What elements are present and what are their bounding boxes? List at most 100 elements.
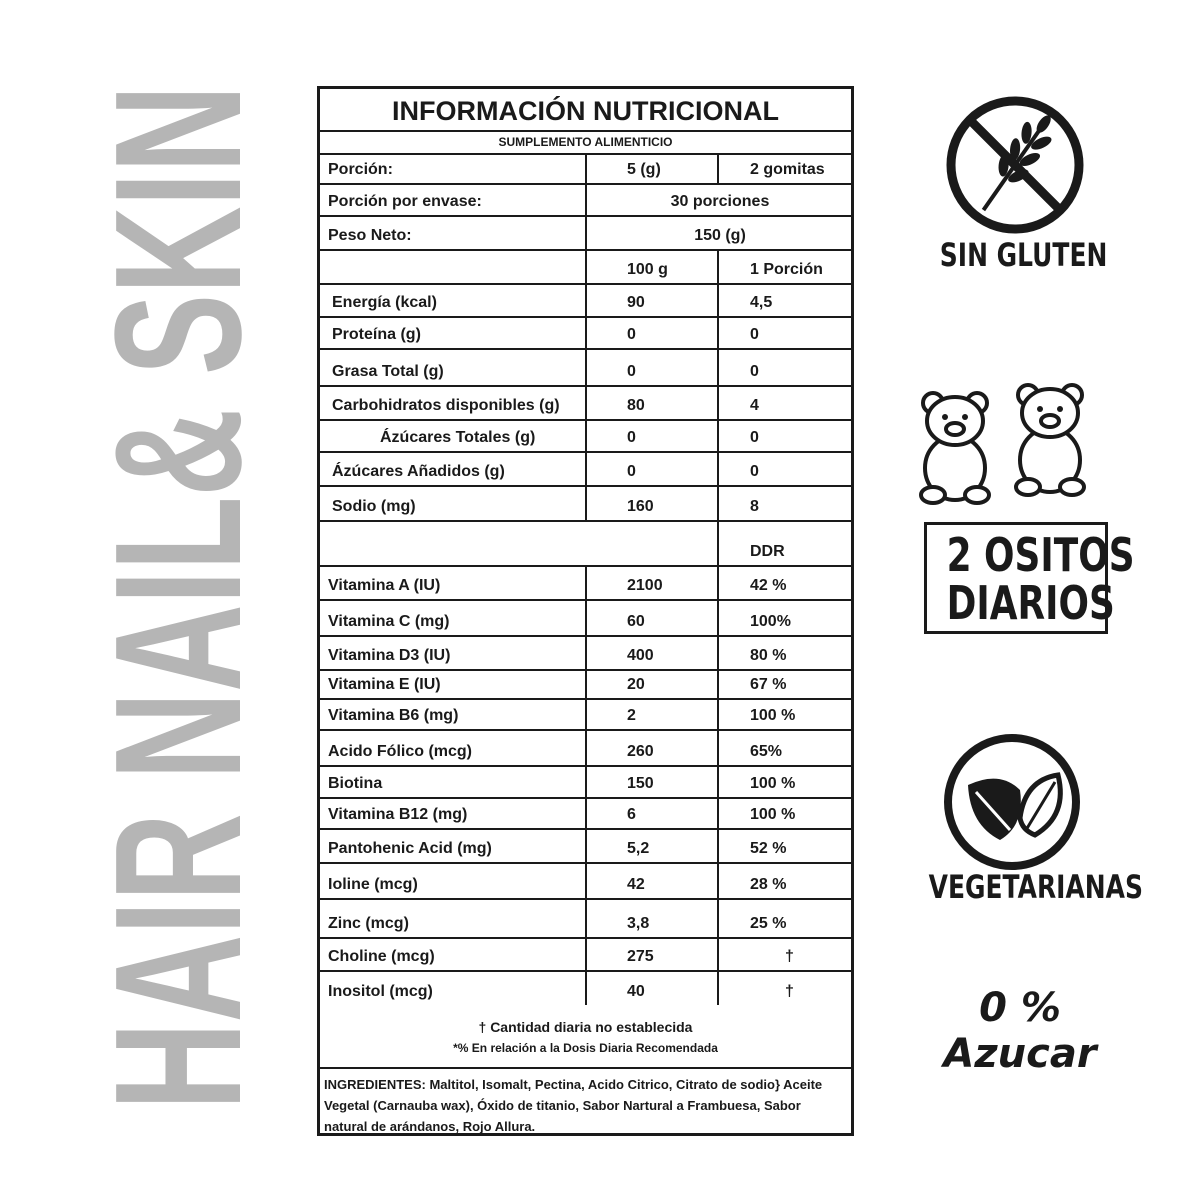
ingredients-text: INGREDIENTES: Maltitol, Isomalt, Pectina…	[324, 1077, 823, 1134]
nutrient-value-100g: 40	[627, 983, 645, 1000]
nutrient-value-100g: 90	[627, 294, 645, 311]
table-row: Biotina 150 100 %	[320, 767, 851, 799]
table-row: Zinc (mcg) 3,8 25 %	[320, 900, 851, 939]
table-row: Grasa Total (g) 0 0	[320, 350, 851, 387]
table-row: Vitamina C (mg) 60 100%	[320, 601, 851, 637]
no-wheat-icon	[946, 96, 1084, 234]
nutrient-value-100g: 6	[627, 806, 636, 823]
nutrient-value-100g: 260	[627, 743, 654, 760]
nutrient-value-100g: 2100	[627, 577, 663, 594]
nutrient-value-portion: 0	[750, 326, 759, 343]
nutrient-value-portion: 0	[750, 363, 759, 380]
table-subtitle: SUMPLEMENTO ALIMENTICIO	[320, 130, 851, 155]
table-row: Porción por envase: 30 porciones	[320, 185, 851, 217]
footnotes: † Cantidad diaria no establecida *% En r…	[320, 1007, 851, 1069]
table-row: Ázúcares Añadidos (g) 0 0	[320, 453, 851, 487]
nutrient-label: Porción:	[328, 161, 393, 178]
nutrition-facts-table: INFORMACIÓN NUTRICIONAL SUMPLEMENTO ALIM…	[317, 86, 854, 1136]
gluten-free-label: SIN GLUTEN	[939, 236, 1108, 274]
nutrient-value: 150 (g)	[694, 227, 746, 244]
nutrient-value-100g: 5,2	[627, 840, 650, 857]
table-row: Vitamina D3 (IU) 400 80 %	[320, 637, 851, 671]
nutrient-value-portion: 100 %	[750, 775, 796, 792]
nutrient-value-portion: 2 gomitas	[750, 161, 825, 178]
nutrient-value-100g: 0	[627, 363, 636, 380]
nutrient-value-portion: 4,5	[750, 294, 773, 311]
nutrient-label: Vitamina A (IU)	[328, 577, 441, 594]
nutrient-value-100g: 275	[627, 948, 654, 965]
nutrient-value-100g: 3,8	[627, 915, 650, 932]
nutrient-label: Sodio (mg)	[332, 498, 416, 515]
nutrient-value: 30 porciones	[670, 193, 770, 210]
nutrient-value-100g: 2	[627, 707, 636, 724]
nutrient-value-portion: †	[785, 948, 794, 965]
nutrient-value-100g: 160	[627, 498, 654, 515]
nutrient-value-100g: 5 (g)	[627, 161, 661, 178]
table-row: Vitamina B12 (mg) 6 100 %	[320, 799, 851, 830]
daily-dose-line1: 2 OSITOS	[946, 528, 1135, 582]
nutrient-value-portion: 100 %	[750, 806, 796, 823]
table-row: Ázúcares Totales (g) 0 0	[320, 421, 851, 453]
nutrient-label: Biotina	[328, 775, 383, 792]
table-row: Carbohidratos disponibles (g) 80 4	[320, 387, 851, 421]
table-row: Vitamina A (IU) 2100 42 %	[320, 567, 851, 601]
nutrient-label: Zinc (mcg)	[328, 915, 409, 932]
nutrient-label: Ioline (mcg)	[328, 876, 418, 893]
zero-sugar-label: 0 % Azucar	[943, 985, 1097, 1077]
nutrient-value-portion: 52 %	[750, 840, 787, 857]
table-row: Choline (mcg) 275 †	[320, 939, 851, 972]
nutrient-value-portion: 4	[750, 397, 759, 414]
table-row: Porción: 5 (g) 2 gomitas	[320, 153, 851, 185]
nutrient-value-portion: 1 Porción	[750, 261, 823, 278]
table-row: Energía (kcal) 90 4,5	[320, 285, 851, 318]
gummy-bears-icon	[919, 383, 1086, 505]
nutrient-value-portion: 80 %	[750, 647, 787, 664]
footnote-ddr: *% En relación a la Dosis Diaria Recomen…	[453, 1041, 718, 1055]
nutrient-value-portion: 28 %	[750, 876, 787, 893]
leaves-icon	[944, 734, 1080, 870]
nutrient-label: Acido Fólico (mcg)	[328, 743, 472, 760]
table-row: Pantohenic Acid (mg) 5,2 52 %	[320, 830, 851, 864]
nutrient-value-100g: 20	[627, 676, 645, 693]
nutrient-value-portion: 42 %	[750, 577, 787, 594]
nutrient-label: Porción por envase:	[328, 193, 482, 210]
table-row: Inositol (mcg) 40 †	[320, 972, 851, 1005]
nutrient-label: Vitamina B12 (mg)	[328, 806, 468, 823]
table-row: Sodio (mg) 160 8	[320, 487, 851, 522]
nutrient-value-portion: †	[785, 983, 794, 1000]
nutrient-label: Vitamina B6 (mg)	[328, 707, 459, 724]
nutrient-value-portion: 100%	[750, 613, 791, 630]
product-name-vertical: HAIR NAIL& SKIN	[95, 85, 255, 1110]
nutrient-value-portion: 65%	[750, 743, 783, 760]
nutrient-label: Inositol (mcg)	[328, 983, 433, 1000]
table-row: Vitamina E (IU) 20 67 %	[320, 671, 851, 700]
table-row: Acido Fólico (mcg) 260 65%	[320, 731, 851, 767]
nutrient-value-portion: 0	[750, 429, 759, 446]
nutrient-value-portion: 8	[750, 498, 759, 515]
nutrient-value-portion: 100 %	[750, 707, 796, 724]
table-row: Proteína (g) 0 0	[320, 318, 851, 350]
nutrient-value-portion: 0	[750, 463, 759, 480]
nutrient-value-portion: 25 %	[750, 915, 787, 932]
table-row: 100 g 1 Porción	[320, 251, 851, 285]
nutrient-label: Vitamina E (IU)	[328, 676, 441, 693]
nutrient-label: Vitamina D3 (IU)	[328, 647, 451, 664]
product-name-text: HAIR NAIL& SKIN	[95, 85, 255, 1110]
nutrient-value-100g: 0	[627, 429, 636, 446]
nutrient-value-100g: 150	[627, 775, 654, 792]
nutrient-value-100g: 100 g	[627, 261, 668, 278]
nutrient-label: Pantohenic Acid (mg)	[328, 840, 492, 857]
nutrient-label: Grasa Total (g)	[332, 363, 444, 380]
table-title: INFORMACIÓN NUTRICIONAL	[320, 89, 851, 132]
nutrient-value-100g: 0	[627, 463, 636, 480]
nutrient-value-100g: 0	[627, 326, 636, 343]
nutrient-label: Vitamina C (mg)	[328, 613, 450, 630]
nutrient-value-100g: 400	[627, 647, 654, 664]
vegetarian-label: VEGETARIANAS	[928, 868, 1143, 906]
nutrient-label: Ázúcares Totales (g)	[380, 429, 536, 446]
nutrient-label: Ázúcares Añadidos (g)	[332, 463, 505, 480]
nutrient-label: Carbohidratos disponibles (g)	[332, 397, 560, 414]
footnote-dagger: † Cantidad diaria no establecida	[478, 1019, 693, 1035]
table-row: DDR	[320, 522, 851, 567]
nutrient-value-100g: 60	[627, 613, 645, 630]
